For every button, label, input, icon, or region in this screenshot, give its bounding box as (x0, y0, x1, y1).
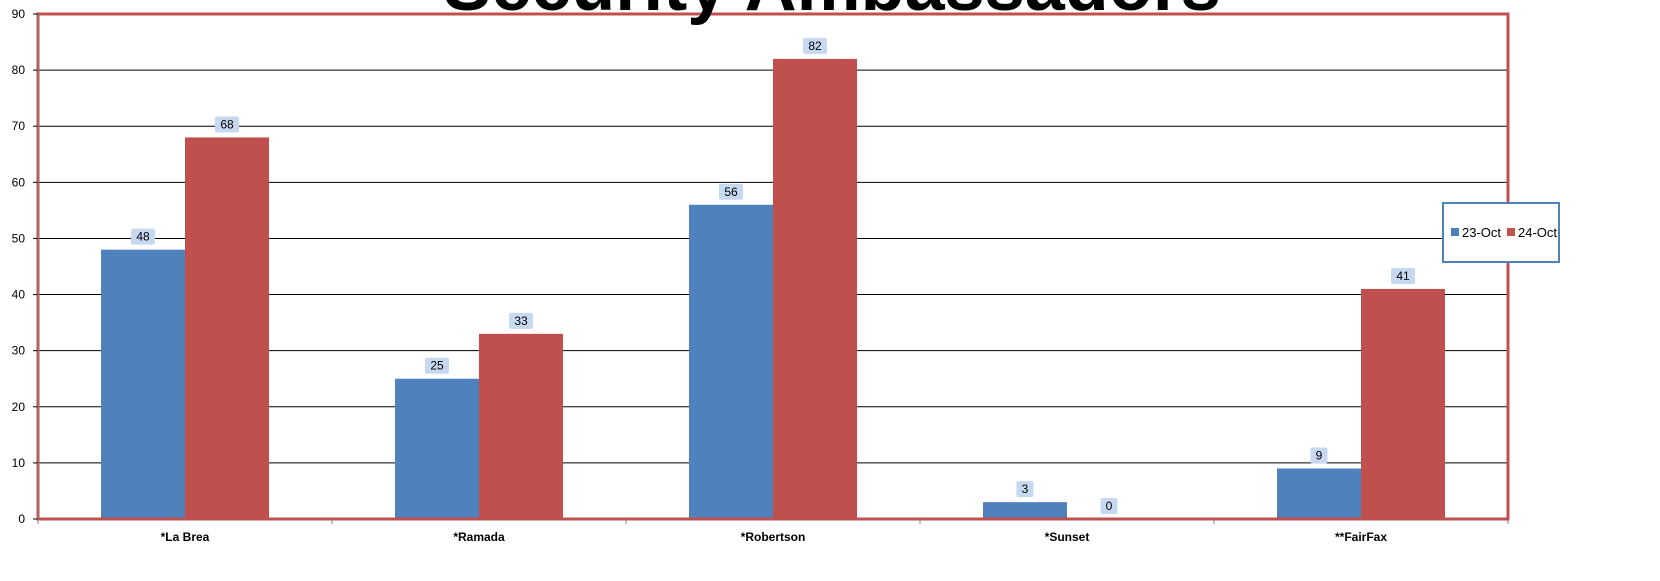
y-tick-label: 40 (12, 288, 26, 302)
y-tick-label: 0 (18, 512, 25, 526)
bar-23-oct-1 (395, 378, 479, 519)
data-label: 82 (808, 39, 822, 53)
data-label: 33 (514, 314, 528, 328)
legend-label: 23-Oct (1462, 225, 1501, 240)
data-label-box (719, 183, 743, 200)
bar-23-oct-3 (983, 502, 1067, 519)
y-tick-label: 30 (12, 344, 26, 358)
data-label: 56 (724, 185, 738, 199)
x-tick-label: *La Brea (161, 530, 210, 544)
legend-swatch-24-oct (1507, 228, 1515, 236)
x-tick-label: *Robertson (741, 530, 806, 544)
data-label-box (215, 116, 239, 133)
y-tick-label: 10 (12, 456, 26, 470)
data-label-box (1310, 447, 1328, 464)
x-tick-label: *Sunset (1045, 530, 1090, 544)
data-label-box (1016, 481, 1034, 498)
x-tick-label: **FairFax (1335, 530, 1387, 544)
data-label: 41 (1396, 269, 1410, 283)
legend-swatch-23-oct (1451, 228, 1459, 236)
y-tick-label: 20 (12, 400, 26, 414)
data-label: 0 (1106, 499, 1113, 513)
data-label-box (425, 357, 449, 374)
bar-23-oct-4 (1277, 468, 1361, 519)
data-label-box (1391, 267, 1415, 284)
y-tick-label: 70 (12, 119, 26, 133)
data-label-box (131, 228, 155, 245)
bar-23-oct-2 (689, 204, 773, 519)
y-tick-label: 80 (12, 63, 26, 77)
bar-24-oct-4 (1361, 288, 1445, 519)
y-tick-label: 60 (12, 175, 26, 189)
data-labels: 48 68 25 33 56 82 3 0 9 41 (131, 37, 1415, 514)
data-label: 3 (1022, 482, 1029, 496)
data-label: 9 (1316, 449, 1323, 463)
x-tick-label: *Ramada (453, 530, 505, 544)
bar-24-oct-1 (479, 333, 563, 519)
data-label: 68 (220, 117, 234, 131)
bar-24-oct-0 (185, 137, 269, 519)
legend-label: 24-Oct (1518, 225, 1557, 240)
bars (101, 58, 1445, 520)
legend: 23-Oct 24-Oct (1442, 202, 1560, 263)
bar-24-oct-2 (773, 58, 857, 520)
y-tick-label: 50 (12, 231, 26, 245)
y-tick-label: 90 (12, 7, 26, 21)
data-label-box (803, 37, 827, 54)
data-label: 25 (430, 359, 444, 373)
data-label: 48 (136, 230, 150, 244)
data-label-box (1100, 498, 1118, 514)
bar-23-oct-0 (101, 249, 185, 519)
chart-title: Security Ambassadors (443, 0, 1221, 26)
legend-box (1442, 202, 1560, 263)
data-label-box (509, 312, 533, 329)
